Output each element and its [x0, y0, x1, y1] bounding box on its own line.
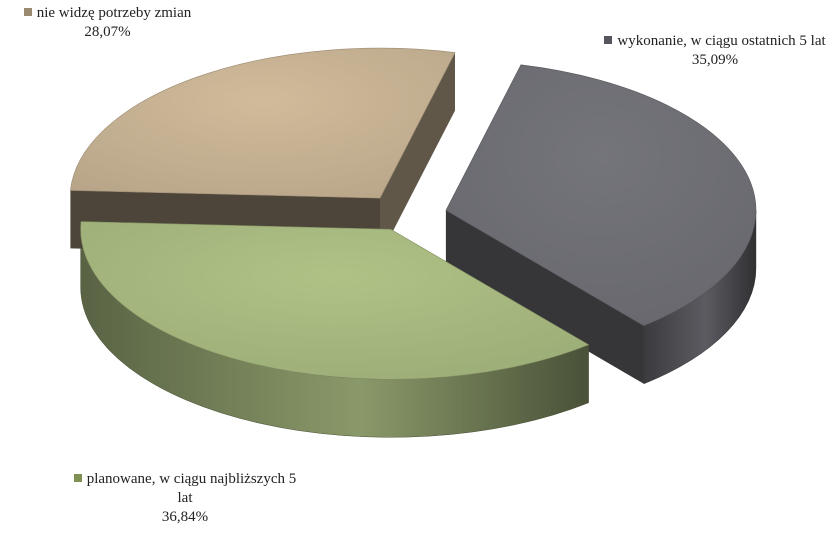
legend-swatch-2 [73, 474, 82, 482]
pie-slice-1 [445, 64, 757, 327]
slice-label-3: nie widzę potrzeby zmian 28,07% [5, 4, 210, 42]
slice-label-1-value: 35,09% [691, 52, 739, 68]
pie-slice-3 [70, 47, 456, 199]
slice-label-3-name: nie widzę potrzeby zmian [36, 5, 192, 21]
pie-tops [70, 47, 757, 380]
slice-label-3-value: 28,07% [84, 24, 131, 40]
slice-side-face [380, 52, 455, 257]
slice-label-2-value: 36,84% [161, 509, 209, 525]
legend-swatch-1 [604, 36, 613, 44]
slice-label-2-name: planowane, w ciągu najbliższych 5 lat [86, 471, 297, 506]
slice-label-1: wykonanie, w ciągu ostatnich 5 lat 35,09… [600, 32, 830, 70]
slice-label-1-name: wykonanie, w ciągu ostatnich 5 lat [617, 33, 826, 49]
slice-label-2: planowane, w ciągu najbliższych 5 lat 36… [70, 470, 300, 527]
legend-swatch-3 [23, 8, 32, 16]
pie-slice-2 [80, 221, 590, 380]
slice-side-face [445, 210, 644, 384]
